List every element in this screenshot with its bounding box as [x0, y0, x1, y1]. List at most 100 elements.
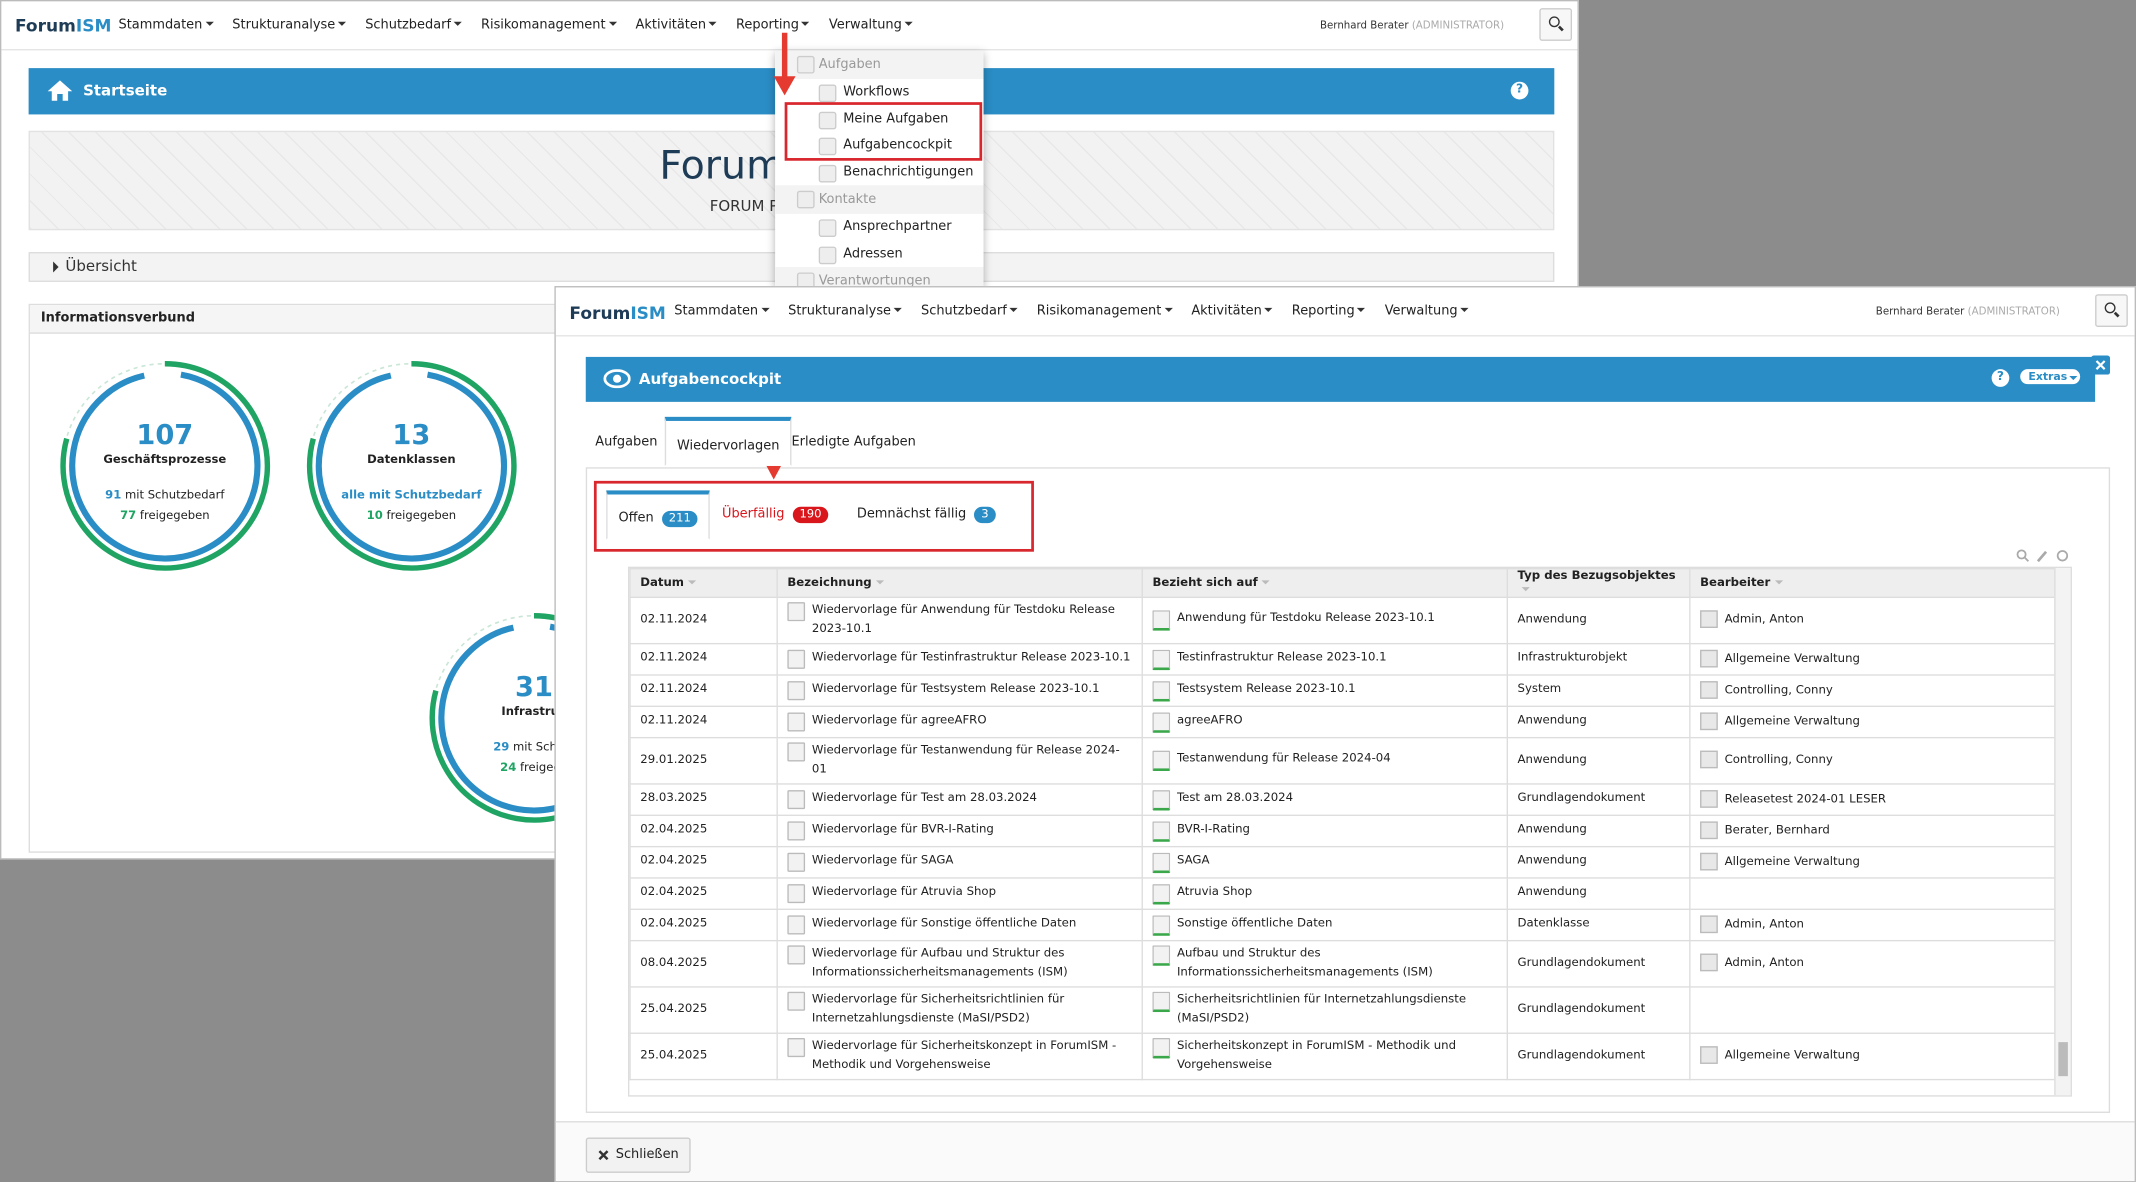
menu-item[interactable]: Ansprechpartner	[775, 214, 983, 241]
table-body: 02.11.2024 Wiedervorlage für Anwendung fü…	[629, 596, 2056, 1081]
extras-button[interactable]: Extras	[2020, 369, 2080, 385]
tab[interactable]: Aufgaben	[595, 434, 658, 450]
table-cell	[1689, 877, 2056, 910]
stat-label: Geschäftsprozesse	[103, 453, 227, 468]
subtab[interactable]: Demnächst fällig 3	[846, 496, 1006, 537]
table-row[interactable]: 02.11.2024 Wiedervorlage für Anwendung fü…	[629, 596, 2056, 645]
cell-text: 25.04.2025	[640, 1002, 708, 1016]
table-cell: Anwendung	[1506, 596, 1691, 645]
table-row[interactable]: 02.11.2024 Wiedervorlage für Testinfrastr…	[629, 642, 2056, 676]
table-row[interactable]: 02.04.2025 Wiedervorlage für Atruvia Shop…	[629, 877, 2056, 910]
footer: Schließen	[555, 1121, 2135, 1182]
menu-item[interactable]: Adressen	[775, 240, 983, 267]
menu-item[interactable]: Workflows	[775, 79, 983, 106]
user-avatar	[1700, 649, 1718, 668]
nav-item[interactable]: Verwaltung	[829, 18, 913, 33]
table-row[interactable]: 08.04.2025 Wiedervorlage für Aufbau und S…	[629, 939, 2056, 988]
user-role: (ADMINISTRATOR)	[1967, 305, 2060, 318]
help-button[interactable]: ?	[1991, 369, 2010, 387]
search-button[interactable]	[2095, 294, 2128, 327]
brand-b: ISM	[630, 302, 666, 323]
scrollbar[interactable]	[2054, 568, 2071, 1096]
cell-text: Grundlagendokument	[1517, 791, 1646, 806]
subtab[interactable]: Überfällig 190	[711, 496, 839, 537]
nav-item[interactable]: Aktivitäten	[636, 18, 717, 33]
nav-item[interactable]: Risikomanagement	[481, 18, 616, 33]
menu-item[interactable]: Meine Aufgaben	[775, 106, 983, 133]
nav-item[interactable]: Strukturanalyse	[788, 304, 902, 319]
subtab[interactable]: Offen 211	[606, 490, 710, 540]
table-cell: 02.11.2024	[629, 705, 778, 739]
cell-text: 02.11.2024	[640, 682, 708, 697]
object-icon	[787, 712, 806, 732]
table-cell: Testanwendung für Release 2024-04	[1141, 736, 1508, 785]
close-icon[interactable]	[2091, 355, 2111, 375]
nav-list: Stammdaten Strukturanalyse Schutzbedarf Ris…	[119, 18, 913, 33]
brand-a: Forum	[569, 302, 631, 323]
column-header[interactable]: Bearbeiter	[1689, 568, 2056, 599]
sort-icon	[1521, 587, 1530, 595]
nav-item[interactable]: Risikomanagement	[1037, 304, 1172, 319]
cell-text: Datenklasse	[1517, 917, 1590, 931]
table-row[interactable]: 02.04.2025 Wiedervorlage für Sonstige öff…	[629, 908, 2056, 942]
table-cell: 02.04.2025	[629, 814, 778, 848]
nav-item[interactable]: Reporting	[1292, 304, 1366, 319]
object-icon	[787, 681, 806, 701]
cell-text: Wiedervorlage für Testsystem Release 202…	[811, 682, 1100, 697]
brand[interactable]: ForumISM	[15, 15, 111, 35]
table-cell: Anwendung	[1506, 845, 1691, 879]
table-row[interactable]: 02.04.2025 Wiedervorlage für SAGA SAGA Anwe…	[629, 845, 2056, 879]
table-cell: SAGA	[1141, 845, 1508, 879]
nav-item[interactable]: Aktivitäten	[1191, 304, 1272, 319]
table-row[interactable]: 28.03.2025 Wiedervorlage für Test am 28.0…	[629, 783, 2056, 816]
nav-item[interactable]: Strukturanalyse	[232, 18, 346, 33]
menu-item[interactable]: Aufgabencockpit	[775, 132, 983, 159]
cell-text: Grundlagendokument	[1517, 955, 1646, 970]
scroll-thumb[interactable]	[2058, 1042, 2068, 1077]
brand[interactable]: ForumISM	[569, 302, 665, 322]
table-cell: Admin, Anton	[1689, 939, 2056, 988]
table-row[interactable]: 25.04.2025 Wiedervorlage für Sicherheitsk…	[629, 1032, 2056, 1081]
eye-icon	[603, 369, 631, 389]
ring-blue	[315, 370, 508, 562]
column-header[interactable]: Datum	[629, 568, 778, 599]
tab[interactable]: Erledigte Aufgaben	[791, 434, 916, 450]
stat-number: 31	[515, 670, 553, 703]
table-cell: Anwendung	[1506, 705, 1691, 739]
nav-item[interactable]: Stammdaten	[674, 304, 769, 319]
table-row[interactable]: 29.01.2025 Wiedervorlage für Testanwendun…	[629, 736, 2056, 785]
table-row[interactable]: 02.11.2024 Wiedervorlage für agreeAFRO agr…	[629, 705, 2056, 739]
table-row[interactable]: 02.11.2024 Wiedervorlage für Testsystem R…	[629, 674, 2056, 708]
nav-item[interactable]: Reporting	[736, 18, 810, 33]
nav-item[interactable]: Schutzbedarf	[365, 18, 462, 33]
tab[interactable]: Wiedervorlagen	[664, 416, 792, 466]
object-icon	[787, 852, 806, 872]
table-cell: 25.04.2025	[629, 986, 778, 1034]
table-viewport: Datum Bezeichnung Bezieht sich auf Typ des …	[627, 566, 2072, 1097]
menu-item[interactable]: Benachrichtigungen	[775, 159, 983, 186]
column-header[interactable]: Bezieht sich auf	[1141, 568, 1508, 599]
menu-icon	[818, 137, 837, 156]
cell-text: Controlling, Conny	[1724, 683, 1833, 698]
search-button[interactable]	[1539, 8, 1573, 41]
table-cell: Grundlagendokument	[1506, 783, 1691, 816]
table-cell	[1689, 986, 2056, 1034]
nav-item[interactable]: Schutzbedarf	[921, 304, 1018, 319]
table-row[interactable]: 02.04.2025 Wiedervorlage für BVR-I-Rating…	[629, 814, 2056, 848]
close-button[interactable]: Schließen	[585, 1137, 691, 1173]
caret	[2068, 375, 2077, 384]
sort-icon	[875, 580, 884, 588]
cell-text: Anwendung	[1517, 752, 1587, 767]
nav-item[interactable]: Verwaltung	[1385, 304, 1469, 319]
table-cell: Wiedervorlage für Sicherheitsrichtlinien…	[776, 986, 1143, 1034]
ring-green	[60, 360, 271, 571]
help-button[interactable]: ?	[1510, 81, 1529, 100]
column-header[interactable]: Typ des Bezugsobjektes	[1506, 568, 1691, 599]
user-menu[interactable]: Bernhard Berater (ADMINISTRATOR)	[1320, 19, 1504, 31]
cell-text: Anwendung	[1517, 885, 1587, 900]
user-menu[interactable]: Bernhard Berater (ADMINISTRATOR)	[1876, 305, 2060, 317]
column-header[interactable]: Bezeichnung	[776, 568, 1143, 599]
nav-item[interactable]: Stammdaten	[119, 18, 214, 33]
table-cell: 02.11.2024	[629, 642, 778, 676]
table-row[interactable]: 25.04.2025 Wiedervorlage für Sicherheitsr…	[629, 986, 2056, 1034]
